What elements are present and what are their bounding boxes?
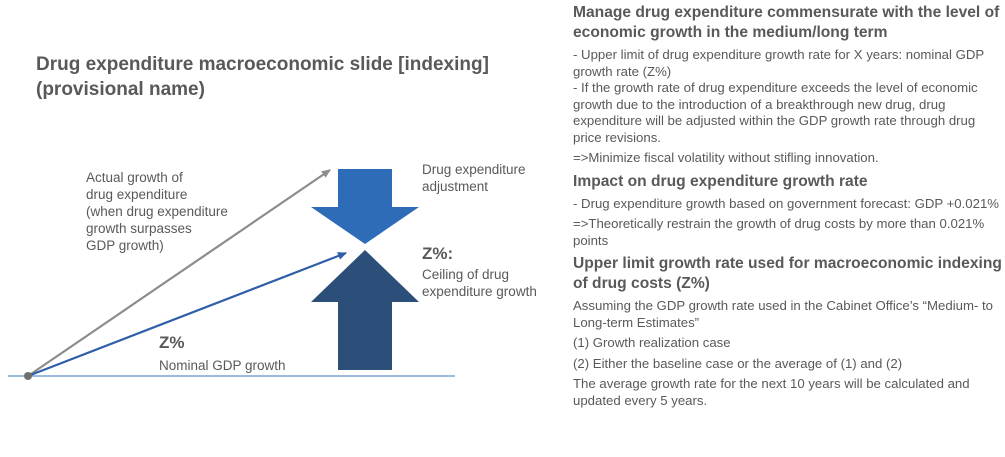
para-breakthrough-adjustment: - If the growth rate of drug expenditure…: [573, 80, 978, 145]
ceiling-z-label: Z%:: [422, 244, 454, 263]
expenditure-diagram: [8, 169, 455, 380]
para-cabinet-office: Assuming the GDP growth rate used in the…: [573, 298, 994, 330]
para-minimize-volatility: =>Minimize fiscal volatility without sti…: [573, 150, 879, 165]
para-average-growth: The average growth rate for the next 10 …: [573, 376, 970, 408]
nominal-gdp-arrow: [27, 251, 347, 378]
para-baseline-case: (2) Either the baseline case or the aver…: [573, 355, 903, 371]
nominal-gdp-label: Nominal GDP growth: [159, 358, 286, 373]
para-upper-limit: - Upper limit of drug expenditure growth…: [573, 47, 984, 79]
para-growth-case: (1) Growth realization case: [573, 335, 731, 350]
actual-growth-label: Actual growth of drug expenditure (when …: [86, 170, 228, 253]
adjustment-label: Drug expenditure adjustment: [422, 162, 526, 194]
actual-growth-arrow: [27, 169, 331, 377]
heading-manage-expenditure: Manage drug expenditure commensurate wit…: [573, 4, 1000, 41]
explanation-panel: Manage drug expenditure commensurate wit…: [573, 3, 1003, 409]
slide-title: Drug expenditure macroeconomic slide [in…: [36, 54, 489, 100]
heading-impact: Impact on drug expenditure growth rate: [573, 172, 868, 190]
para-government-forecast: - Drug expenditure growth based on gover…: [573, 195, 1000, 211]
heading-upper-limit-rate: Upper limit growth rate used for macroec…: [573, 255, 1002, 292]
ceiling-label: Ceiling of drug expenditure growth: [422, 267, 537, 299]
ceiling-up-arrow: [311, 250, 419, 370]
origin-point: [24, 372, 32, 380]
nominal-z-label: Z%: [159, 333, 185, 352]
para-restrain-growth: =>Theoretically restrain the growth of d…: [573, 216, 985, 248]
adjustment-down-arrow: [311, 169, 419, 244]
